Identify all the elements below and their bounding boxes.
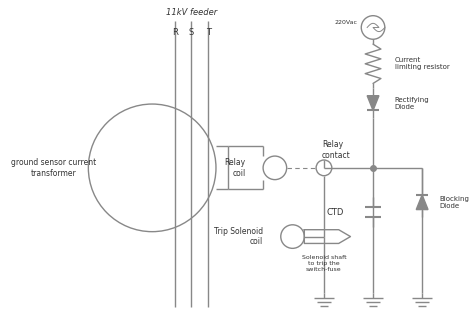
Text: Relay
coil: Relay coil (224, 158, 246, 178)
Polygon shape (416, 195, 428, 210)
Text: Solenoid shaft
to trip the
switch-fuse: Solenoid shaft to trip the switch-fuse (301, 255, 346, 272)
Text: CTD: CTD (326, 208, 344, 217)
Text: R: R (172, 28, 178, 37)
Polygon shape (367, 96, 379, 110)
Text: Rectifying
Diode: Rectifying Diode (395, 97, 429, 109)
Text: 11kV feeder: 11kV feeder (166, 8, 217, 17)
Text: Relay
contact: Relay contact (322, 140, 351, 160)
Text: Blocking
Diode: Blocking Diode (440, 196, 470, 209)
Text: ground sensor current
transformer: ground sensor current transformer (11, 158, 97, 178)
Text: S: S (189, 28, 194, 37)
Text: Trip Solenoid
coil: Trip Solenoid coil (214, 227, 263, 246)
Text: 220Vac: 220Vac (334, 20, 357, 25)
Text: T: T (206, 28, 210, 37)
Text: Current
limiting resistor: Current limiting resistor (395, 57, 449, 70)
